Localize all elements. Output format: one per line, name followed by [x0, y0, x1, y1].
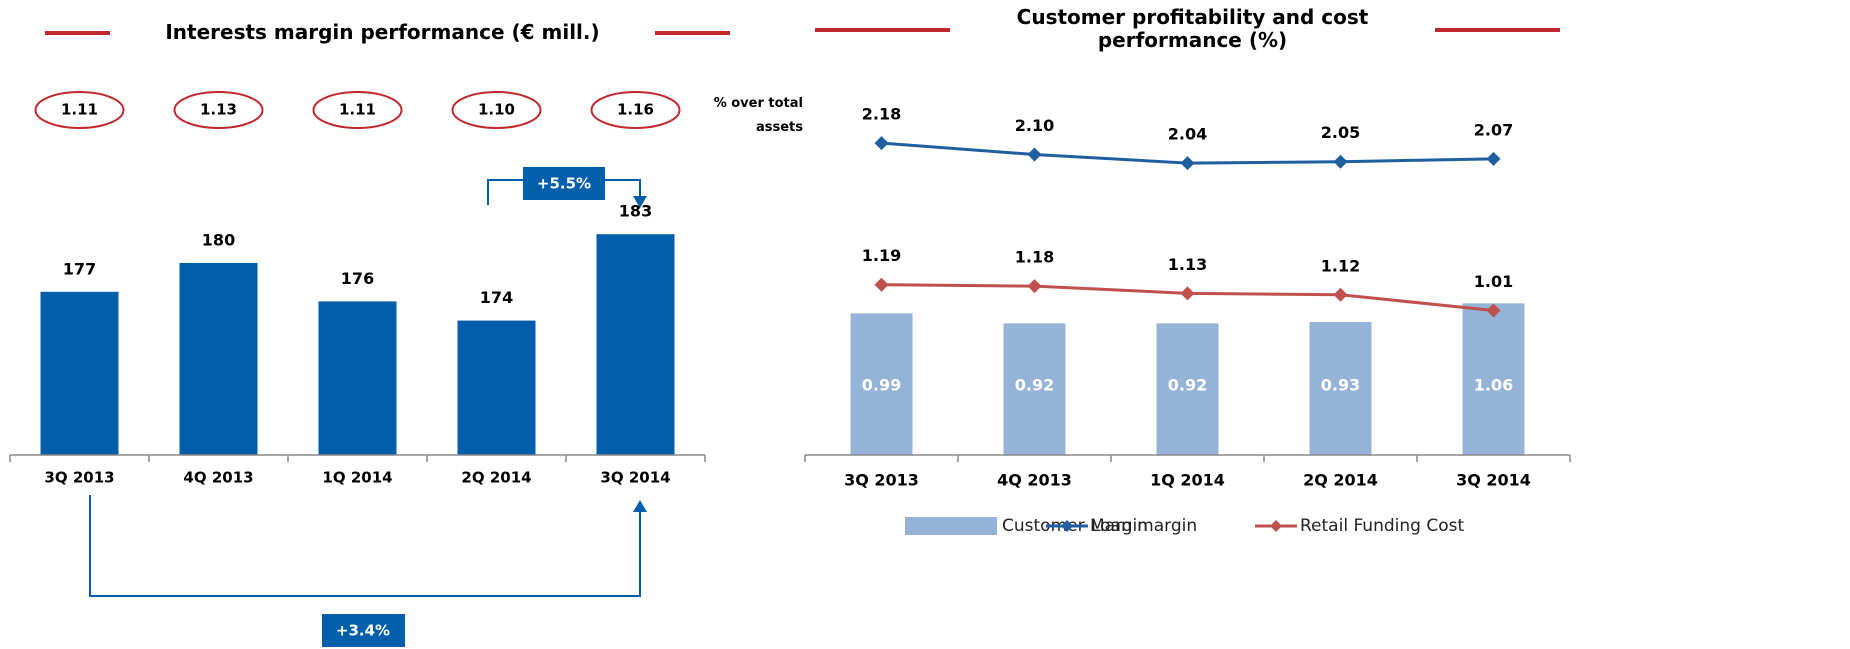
value-label: 177	[63, 259, 96, 278]
value-label: 180	[202, 231, 235, 250]
marker	[1333, 287, 1348, 302]
marker	[874, 136, 889, 151]
value-label: 2.04	[1168, 125, 1207, 144]
ratio-label: 1.10	[478, 101, 515, 119]
legend-swatch	[905, 517, 997, 535]
ratio-label: 1.13	[200, 101, 237, 119]
marker	[1486, 303, 1501, 318]
ratio-label: 1.16	[617, 101, 654, 119]
annotation: +3.4%	[336, 622, 390, 640]
value-label: 1.18	[1015, 248, 1054, 267]
value-label: 2.10	[1015, 116, 1054, 135]
bar	[1462, 303, 1525, 455]
marker	[1486, 151, 1501, 166]
value-label: 0.92	[1015, 376, 1054, 395]
x-tick-label: 2Q 2014	[1303, 471, 1378, 490]
x-tick-label: 3Q 2014	[600, 469, 670, 487]
annotation-box	[322, 614, 405, 647]
x-tick-label: 1Q 2014	[1150, 471, 1225, 490]
marker	[1027, 279, 1042, 294]
ratio-ellipse	[312, 91, 403, 129]
x-tick-label: 2Q 2014	[461, 469, 531, 487]
value-label: 2.07	[1474, 120, 1513, 139]
value-label: 1.13	[1168, 255, 1207, 274]
bar	[40, 291, 119, 455]
bar	[179, 263, 258, 455]
ratio-ellipse	[34, 91, 125, 129]
value-label: 174	[480, 288, 513, 307]
bar	[596, 234, 675, 455]
annotation-box	[523, 167, 605, 200]
value-label: 1.01	[1474, 272, 1513, 291]
bar	[457, 320, 536, 455]
x-tick-label: 4Q 2013	[183, 469, 253, 487]
marker	[1180, 156, 1195, 171]
bar	[1309, 321, 1372, 455]
marker	[1333, 154, 1348, 169]
bracket	[89, 495, 641, 597]
value-label: 176	[341, 269, 374, 288]
x-tick-label: 3Q 2013	[44, 469, 114, 487]
x-tick-label: 3Q 2013	[844, 471, 919, 490]
value-label: 1.19	[862, 246, 901, 265]
x-tick-label: 4Q 2013	[997, 471, 1072, 490]
value-label: 1.06	[1474, 376, 1513, 395]
value-label: 2.05	[1321, 123, 1360, 142]
value-label: 2.18	[862, 105, 901, 124]
x-tick-label: 1Q 2014	[322, 469, 392, 487]
legend-label: Loan margin	[1091, 516, 1197, 536]
value-label: 183	[619, 202, 652, 221]
ratio-ellipse	[451, 91, 542, 129]
ratio-note: % over total assets	[713, 96, 803, 135]
bar	[850, 313, 913, 455]
ratio-label: 1.11	[61, 101, 98, 119]
x-tick-label: 3Q 2014	[1456, 471, 1531, 490]
ratio-ellipse	[590, 91, 681, 129]
arrow-head	[633, 196, 647, 208]
bar	[1156, 323, 1219, 455]
ratio-label: 1.11	[339, 101, 376, 119]
arrow-head	[633, 500, 647, 512]
chart-title: Interests margin performance (€ mill.)	[165, 20, 600, 44]
chart-title: Customer profitability and cost performa…	[1016, 5, 1369, 52]
bar	[1003, 323, 1066, 455]
value-label: 0.93	[1321, 376, 1360, 395]
value-label: 0.99	[862, 376, 901, 395]
ratio-ellipse	[173, 91, 264, 129]
marker	[1180, 286, 1195, 301]
annotation: +5.5%	[537, 175, 591, 193]
legend-marker	[1061, 520, 1073, 532]
value-label: 1.12	[1321, 256, 1360, 275]
marker	[1027, 147, 1042, 162]
legend-marker	[1270, 520, 1282, 532]
marker	[874, 277, 889, 292]
legend-label: Retail Funding Cost	[1300, 516, 1464, 536]
value-label: 0.92	[1168, 376, 1207, 395]
bar	[318, 301, 397, 455]
